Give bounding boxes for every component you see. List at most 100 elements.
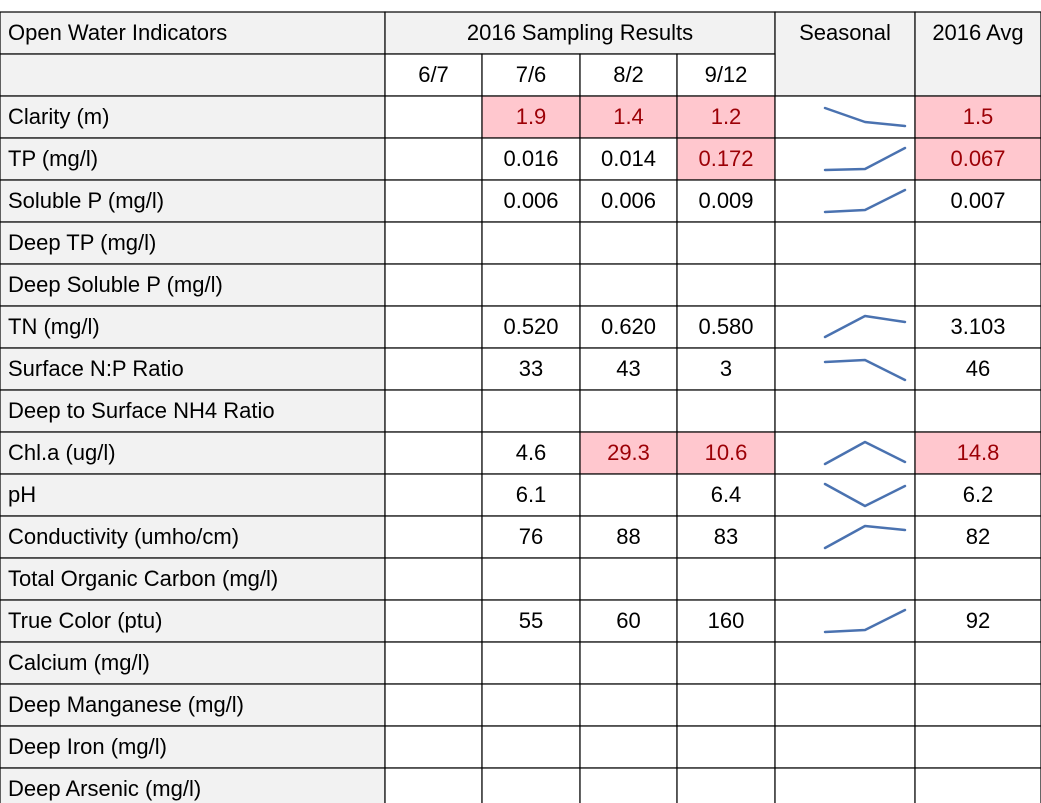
cell: [914, 557, 1041, 601]
cell-text: 88: [616, 524, 640, 549]
cell-text: 60: [616, 608, 640, 633]
cell: [384, 473, 483, 517]
sparkline: [823, 524, 907, 550]
cell-text: 55: [519, 608, 543, 633]
cell-text: 1.4: [613, 104, 644, 129]
cell: [774, 137, 916, 181]
cell: [914, 599, 1041, 643]
cell: [481, 515, 581, 559]
cell: [676, 347, 776, 391]
cell-text: 4.6: [516, 440, 547, 465]
cell: [0, 53, 386, 97]
cell: [579, 641, 678, 685]
cell-text: 7/6: [516, 62, 547, 87]
cell: [774, 95, 916, 139]
cell: [579, 431, 678, 475]
cell: [774, 263, 916, 307]
cell: [914, 179, 1041, 223]
cell-text: 92: [966, 608, 990, 633]
cell: [481, 725, 581, 769]
cell: [384, 263, 483, 307]
cell-text: Surface N:P Ratio: [8, 356, 184, 381]
cell-text: 43: [616, 356, 640, 381]
cell-text: 1.5: [963, 104, 994, 129]
cell: [914, 473, 1041, 517]
sparklines: [823, 106, 907, 634]
cell-text: True Color (ptu): [8, 608, 162, 633]
sparkline: [823, 358, 907, 382]
cell: [914, 305, 1041, 349]
cell: [481, 305, 581, 349]
cell: [579, 221, 678, 265]
cell: [579, 683, 678, 727]
cell-text: 0.067: [950, 146, 1005, 171]
cell: [579, 515, 678, 559]
cell: [384, 683, 483, 727]
cell: [774, 347, 916, 391]
cell: [676, 767, 776, 803]
cell: [676, 431, 776, 475]
cell-text: Clarity (m): [8, 104, 109, 129]
cell-text: 14.8: [957, 440, 1000, 465]
cell-text: 0.172: [698, 146, 753, 171]
cell-text: 2016 Sampling Results: [467, 20, 693, 45]
cell: [579, 725, 678, 769]
cell: [481, 431, 581, 475]
cell: [384, 389, 483, 433]
cell-text: Deep TP (mg/l): [8, 230, 156, 255]
cell: [914, 221, 1041, 265]
cells: [0, 11, 1041, 803]
cell: [579, 767, 678, 803]
cell: [676, 683, 776, 727]
cell: [914, 389, 1041, 433]
cell: [384, 305, 483, 349]
cell-text: Deep Iron (mg/l): [8, 734, 167, 759]
cell: [384, 347, 483, 391]
cell: [0, 473, 386, 517]
cell: [481, 473, 581, 517]
cell: [676, 599, 776, 643]
cell: [676, 641, 776, 685]
cell: [384, 179, 483, 223]
cell: [481, 599, 581, 643]
cell-text: TN (mg/l): [8, 314, 100, 339]
cell: [0, 137, 386, 181]
cell-text: 0.006: [503, 188, 558, 213]
cell: [481, 221, 581, 265]
cell-text: 10.6: [705, 440, 748, 465]
cell-text: Deep Arsenic (mg/l): [8, 776, 201, 801]
cell-text: pH: [8, 482, 36, 507]
cell: [579, 137, 678, 181]
cell-text: 1.2: [711, 104, 742, 129]
cell: [914, 95, 1041, 139]
cell-text: Seasonal: [799, 20, 891, 45]
cell-text: 6.1: [516, 482, 547, 507]
cell: [0, 11, 386, 55]
cell: [0, 515, 386, 559]
sparkline: [823, 440, 907, 466]
cell: [0, 347, 386, 391]
cell: [914, 347, 1041, 391]
cell-text: 9/12: [705, 62, 748, 87]
cell: [676, 179, 776, 223]
sparkline: [823, 106, 907, 128]
cell: [0, 599, 386, 643]
sparkline: [823, 146, 907, 172]
cell: [579, 95, 678, 139]
cell: [774, 179, 916, 223]
cell: [774, 599, 916, 643]
cell-text: Soluble P (mg/l): [8, 188, 164, 213]
cell-text: Chl.a (ug/l): [8, 440, 116, 465]
cell: [774, 641, 916, 685]
cell: [774, 221, 916, 265]
cell-text: 1.9: [516, 104, 547, 129]
cell: [384, 95, 483, 139]
sparkline: [823, 188, 907, 214]
cell: [481, 53, 581, 97]
cell: [384, 767, 483, 803]
cell: [579, 263, 678, 307]
cell: [0, 767, 386, 803]
cell: [579, 473, 678, 517]
cell-text: 8/2: [613, 62, 644, 87]
